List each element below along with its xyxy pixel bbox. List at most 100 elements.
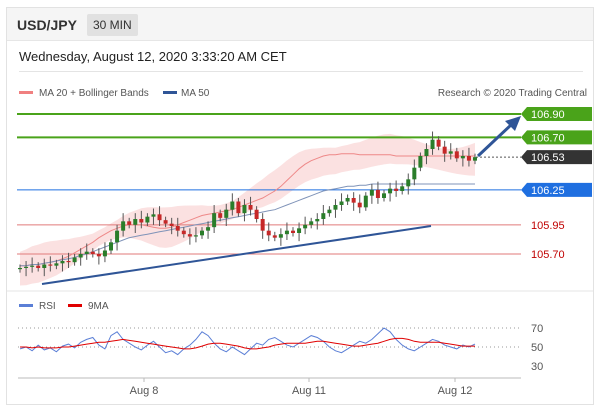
forecast-arrow xyxy=(476,122,514,158)
candle-body xyxy=(48,264,53,266)
candle-body xyxy=(460,156,465,159)
rsi-tick-label: 50 xyxy=(531,342,543,354)
candle-body xyxy=(266,230,271,236)
candle-body xyxy=(297,228,302,233)
bollinger-band xyxy=(20,133,475,286)
chart-frame: USD/JPY 30 MIN Wednesday, August 12, 202… xyxy=(6,7,594,405)
price-plot: 106.90 106.70 106.53 106.25 105.95 105.70 xyxy=(17,107,592,286)
symbol-label: USD/JPY xyxy=(17,17,77,33)
price-level-tag xyxy=(521,182,592,197)
candle-body xyxy=(473,157,477,161)
candle-body xyxy=(375,189,380,198)
rsi-legend-swatch xyxy=(19,304,33,307)
candle-body xyxy=(169,223,174,226)
candle-body xyxy=(236,201,241,214)
candle-body xyxy=(90,251,95,254)
forecast-arrowhead xyxy=(505,116,521,131)
ma50-legend-swatch xyxy=(163,91,177,94)
ma50-legend-label: MA 50 xyxy=(181,88,210,99)
candle-body xyxy=(382,193,386,198)
candle-body xyxy=(206,227,211,231)
candle-body xyxy=(24,266,29,268)
ma20-legend-swatch xyxy=(19,91,33,94)
ma20-line xyxy=(20,153,475,267)
candle-body xyxy=(42,264,47,268)
candle-body xyxy=(278,234,283,238)
price-level-tag xyxy=(521,150,592,165)
timeframe-badge[interactable]: 30 MIN xyxy=(87,14,138,36)
credit-label: Research © 2020 Trading Central xyxy=(438,88,587,99)
candle-body xyxy=(357,202,362,208)
candle-body xyxy=(157,214,162,221)
candle-body xyxy=(127,221,132,225)
rsi-tick-label: 70 xyxy=(531,323,543,335)
chart-header: USD/JPY 30 MIN xyxy=(7,8,593,41)
ma50-line xyxy=(20,183,475,267)
candle-body xyxy=(102,250,107,257)
ma9-legend-label: 9MA xyxy=(88,301,109,312)
price-level-label: 106.70 xyxy=(531,132,565,144)
support-trendline xyxy=(41,225,432,285)
price-level-label: 105.70 xyxy=(531,249,565,261)
candle-body xyxy=(72,257,77,263)
candle-body xyxy=(163,220,168,224)
candle-body xyxy=(36,265,41,268)
candle-body xyxy=(345,198,350,202)
price-level-label: 106.25 xyxy=(531,185,565,197)
rsi-line xyxy=(19,327,476,356)
price-level-label: 106.53 xyxy=(531,152,565,164)
candle-body xyxy=(284,230,289,235)
candle-body xyxy=(254,209,259,219)
candle-body xyxy=(448,151,453,154)
candle-body xyxy=(363,195,368,208)
candle-body xyxy=(260,219,265,231)
candle-body xyxy=(351,198,356,203)
chart-datetime: Wednesday, August 12, 2020 3:33:20 AM CE… xyxy=(19,49,287,64)
candle-body xyxy=(30,265,35,267)
candle-body xyxy=(78,254,83,258)
candle-body xyxy=(151,214,156,217)
candle-body xyxy=(96,254,101,257)
candle-body xyxy=(230,201,235,210)
ma9-legend-swatch xyxy=(68,304,82,307)
candle-body xyxy=(454,151,459,159)
rsi-ma9-line xyxy=(20,337,475,350)
candle-body xyxy=(193,235,198,237)
candle-body xyxy=(406,179,411,187)
price-level-tag xyxy=(521,130,592,145)
candle-body xyxy=(54,263,59,266)
candle-body xyxy=(115,230,120,243)
candle-body xyxy=(187,234,192,237)
candle-body xyxy=(394,188,399,191)
candle-body xyxy=(133,219,138,225)
candle-body xyxy=(400,186,405,191)
candle-body xyxy=(121,221,126,231)
rsi-legend-label: RSI xyxy=(39,301,56,312)
candle-body xyxy=(315,219,320,222)
candle-body xyxy=(200,230,204,236)
rsi-plot: 70 50 30 xyxy=(18,323,543,373)
candle-body xyxy=(224,209,229,218)
candle-body xyxy=(218,213,223,218)
candle-body xyxy=(339,201,344,205)
candle-body xyxy=(18,268,22,270)
time-axis-label: Aug 8 xyxy=(130,385,159,397)
candle-body xyxy=(60,261,65,264)
time-axis-label: Aug 11 xyxy=(292,385,326,397)
candle-body xyxy=(272,235,277,238)
candle-body xyxy=(291,230,295,233)
candle-body xyxy=(321,213,326,219)
candle-body xyxy=(418,156,423,168)
candle-body xyxy=(145,216,150,223)
candle-body xyxy=(430,139,435,149)
candle-body xyxy=(212,213,217,228)
candle-body xyxy=(466,156,471,161)
candle-body xyxy=(309,221,314,225)
candle-body xyxy=(442,146,447,154)
time-axis-label: Aug 12 xyxy=(438,385,473,397)
price-level-tag xyxy=(521,107,592,121)
candle-body xyxy=(388,188,393,194)
candle-body xyxy=(424,149,429,156)
time-axis-labels: Aug 8 Aug 11 Aug 12 xyxy=(130,378,473,397)
